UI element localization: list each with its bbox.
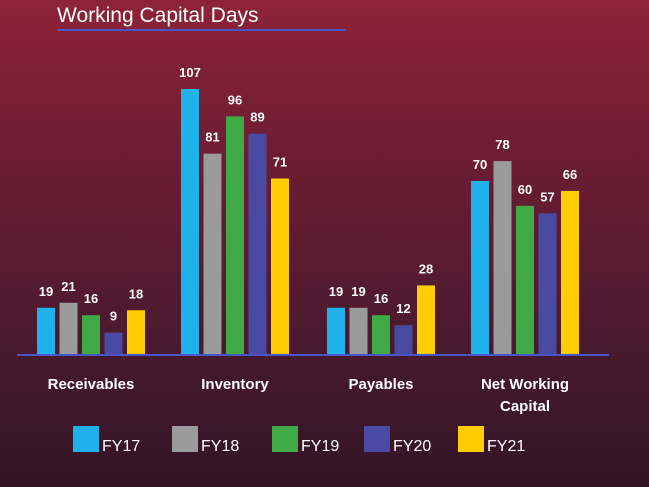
bars xyxy=(37,89,579,355)
legend-label: FY17 xyxy=(102,438,140,455)
bar-fy21-4 xyxy=(561,190,579,355)
value-label: 28 xyxy=(419,261,433,276)
category-label: Payables xyxy=(348,376,413,393)
value-label: 96 xyxy=(228,92,242,107)
legend-swatch-fy21 xyxy=(458,426,484,452)
bar-fy20-3 xyxy=(394,325,413,355)
value-labels: 19 21 16 9 18 107 81 96 89 71 19 19 16 12 28 70 78 60 57 66 xyxy=(39,65,577,324)
bar-fy20-1 xyxy=(104,332,123,355)
value-label: 12 xyxy=(396,301,410,316)
category-labels: Receivables Inventory Payables Net Working C… xyxy=(48,376,569,415)
value-label: 71 xyxy=(273,154,287,169)
bar-fy17-3 xyxy=(327,307,345,355)
legend: FY17 FY18 FY19 FY20 FY21 xyxy=(73,426,525,455)
bar-fy20-4 xyxy=(538,213,557,355)
value-label: 60 xyxy=(518,182,532,197)
bar-fy21-3 xyxy=(417,285,435,355)
bar-fy18-1 xyxy=(59,302,78,355)
value-label: 107 xyxy=(179,65,201,80)
value-label: 16 xyxy=(374,291,388,306)
bar-fy19-3 xyxy=(372,315,390,355)
legend-swatch-fy19 xyxy=(272,426,298,452)
legend-swatch-fy17 xyxy=(73,426,99,452)
bar-fy19-1 xyxy=(82,315,100,355)
chart-title: Working Capital Days xyxy=(57,4,259,27)
bar-fy21-2 xyxy=(271,178,289,355)
value-label: 81 xyxy=(205,130,219,145)
legend-label: FY18 xyxy=(201,438,239,455)
legend-label: FY21 xyxy=(487,438,525,455)
category-label: Net Working Capital xyxy=(481,376,569,415)
legend-swatch-fy20 xyxy=(364,426,390,452)
value-label: 89 xyxy=(250,110,264,125)
bar-fy18-3 xyxy=(349,307,368,355)
value-label: 57 xyxy=(540,189,554,204)
bar-fy20-2 xyxy=(248,133,267,355)
value-label: 16 xyxy=(84,291,98,306)
legend-label: FY20 xyxy=(393,438,431,455)
value-label: 19 xyxy=(39,284,53,299)
bar-fy19-2 xyxy=(226,116,244,355)
bar-fy21-1 xyxy=(127,310,145,355)
value-label: 21 xyxy=(61,279,75,294)
legend-label: FY19 xyxy=(301,438,339,455)
category-label: Receivables xyxy=(48,376,135,393)
value-label: 19 xyxy=(329,284,343,299)
bar-fy17-1 xyxy=(37,307,55,355)
bar-fy17-4 xyxy=(471,180,489,355)
value-label: 70 xyxy=(473,157,487,172)
value-label: 19 xyxy=(351,284,365,299)
bar-fy18-2 xyxy=(203,153,222,355)
value-label: 78 xyxy=(495,137,509,152)
value-label: 66 xyxy=(563,167,577,182)
value-label: 18 xyxy=(129,286,143,301)
category-label: Inventory xyxy=(201,376,269,393)
bar-fy19-4 xyxy=(516,205,534,355)
bar-fy18-4 xyxy=(493,161,512,355)
value-label: 9 xyxy=(110,309,117,324)
bar-fy17-2 xyxy=(181,89,199,355)
legend-swatch-fy18 xyxy=(172,426,198,452)
